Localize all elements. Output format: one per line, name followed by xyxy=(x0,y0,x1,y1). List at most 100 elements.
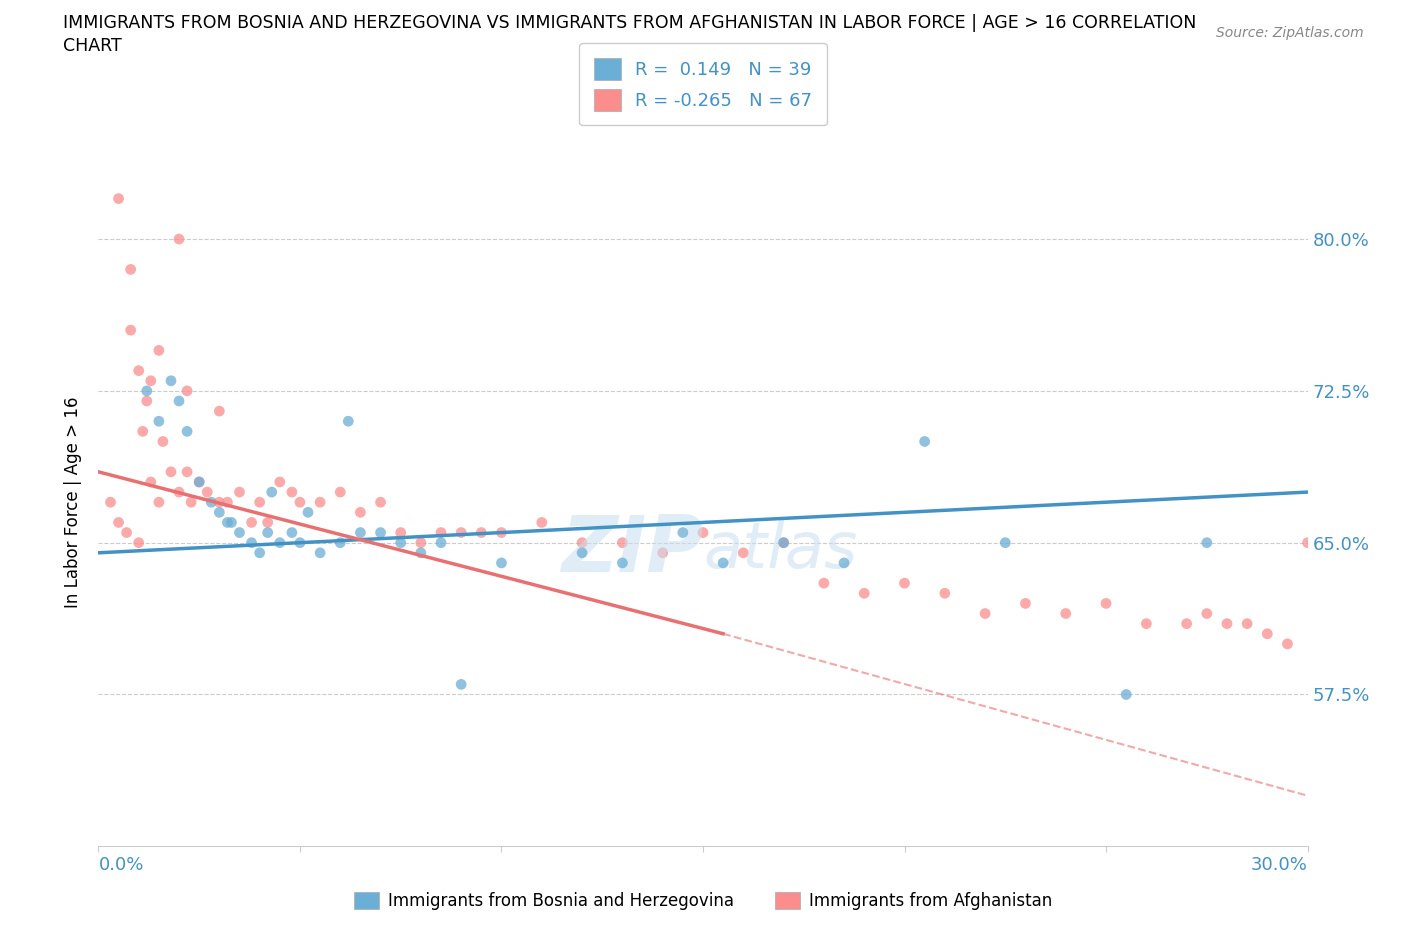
Point xyxy=(430,536,453,551)
Point xyxy=(711,555,734,570)
Point xyxy=(309,545,332,560)
Point xyxy=(530,515,553,530)
Point xyxy=(281,525,304,540)
Legend: R =  0.149   N = 39, R = -0.265   N = 67: R = 0.149 N = 39, R = -0.265 N = 67 xyxy=(579,44,827,126)
Point xyxy=(450,525,472,540)
Point xyxy=(349,525,371,540)
Point xyxy=(994,536,1017,551)
Point xyxy=(337,414,360,429)
Point xyxy=(160,464,183,479)
Point xyxy=(1216,617,1239,631)
Point xyxy=(1054,606,1077,621)
Point xyxy=(132,424,155,439)
Point xyxy=(1175,617,1198,631)
Point xyxy=(195,485,218,499)
Text: 30.0%: 30.0% xyxy=(1251,856,1308,873)
Point xyxy=(228,485,250,499)
Point xyxy=(260,485,283,499)
Point xyxy=(893,576,915,591)
Point xyxy=(692,525,714,540)
Point xyxy=(217,495,239,510)
Point xyxy=(832,555,855,570)
Point xyxy=(612,536,634,551)
Point xyxy=(288,536,311,551)
Point xyxy=(167,485,190,499)
Point xyxy=(612,555,634,570)
Point xyxy=(115,525,138,540)
Point xyxy=(176,424,198,439)
Point xyxy=(672,525,695,540)
Point xyxy=(148,495,170,510)
Point xyxy=(180,495,202,510)
Point xyxy=(329,536,352,551)
Point xyxy=(430,525,453,540)
Text: CHART: CHART xyxy=(63,37,122,55)
Point xyxy=(309,495,332,510)
Point xyxy=(450,677,472,692)
Point xyxy=(120,323,142,338)
Point xyxy=(813,576,835,591)
Y-axis label: In Labor Force | Age > 16: In Labor Force | Age > 16 xyxy=(65,396,83,608)
Point xyxy=(571,545,593,560)
Text: ZIP: ZIP xyxy=(561,512,703,589)
Point xyxy=(1014,596,1036,611)
Point xyxy=(176,383,198,398)
Point xyxy=(772,536,794,551)
Point xyxy=(1195,606,1218,621)
Point xyxy=(217,515,239,530)
Point xyxy=(128,364,150,379)
Point xyxy=(188,474,211,489)
Point xyxy=(135,393,157,408)
Point xyxy=(914,434,936,449)
Point xyxy=(1135,617,1157,631)
Point xyxy=(370,525,392,540)
Point xyxy=(409,536,432,551)
Point xyxy=(651,545,673,560)
Point xyxy=(349,505,371,520)
Point xyxy=(853,586,876,601)
Point xyxy=(269,474,291,489)
Point xyxy=(934,586,956,601)
Point xyxy=(139,373,162,388)
Point xyxy=(107,192,129,206)
Text: Source: ZipAtlas.com: Source: ZipAtlas.com xyxy=(1216,26,1364,40)
Point xyxy=(152,434,174,449)
Text: atlas: atlas xyxy=(703,519,858,581)
Point xyxy=(470,525,492,540)
Point xyxy=(288,495,311,510)
Point xyxy=(256,525,278,540)
Point xyxy=(281,485,304,499)
Legend: Immigrants from Bosnia and Herzegovina, Immigrants from Afghanistan: Immigrants from Bosnia and Herzegovina, … xyxy=(347,885,1059,917)
Point xyxy=(1115,687,1137,702)
Point xyxy=(1195,536,1218,551)
Point xyxy=(772,536,794,551)
Point xyxy=(188,474,211,489)
Point xyxy=(167,393,190,408)
Point xyxy=(249,545,271,560)
Point xyxy=(733,545,755,560)
Point xyxy=(329,485,352,499)
Point xyxy=(120,262,142,277)
Point xyxy=(240,515,263,530)
Text: 0.0%: 0.0% xyxy=(98,856,143,873)
Point xyxy=(221,515,243,530)
Point xyxy=(269,536,291,551)
Point xyxy=(160,373,183,388)
Point xyxy=(297,505,319,520)
Point xyxy=(139,474,162,489)
Point xyxy=(256,515,278,530)
Point xyxy=(1296,536,1319,551)
Point xyxy=(974,606,997,621)
Point xyxy=(249,495,271,510)
Point xyxy=(1256,626,1278,641)
Point xyxy=(148,343,170,358)
Point xyxy=(128,536,150,551)
Point xyxy=(100,495,122,510)
Point xyxy=(208,505,231,520)
Point xyxy=(135,383,157,398)
Point xyxy=(1236,617,1258,631)
Point xyxy=(389,525,412,540)
Text: IMMIGRANTS FROM BOSNIA AND HERZEGOVINA VS IMMIGRANTS FROM AFGHANISTAN IN LABOR F: IMMIGRANTS FROM BOSNIA AND HERZEGOVINA V… xyxy=(63,14,1197,32)
Point xyxy=(491,555,513,570)
Point xyxy=(1095,596,1118,611)
